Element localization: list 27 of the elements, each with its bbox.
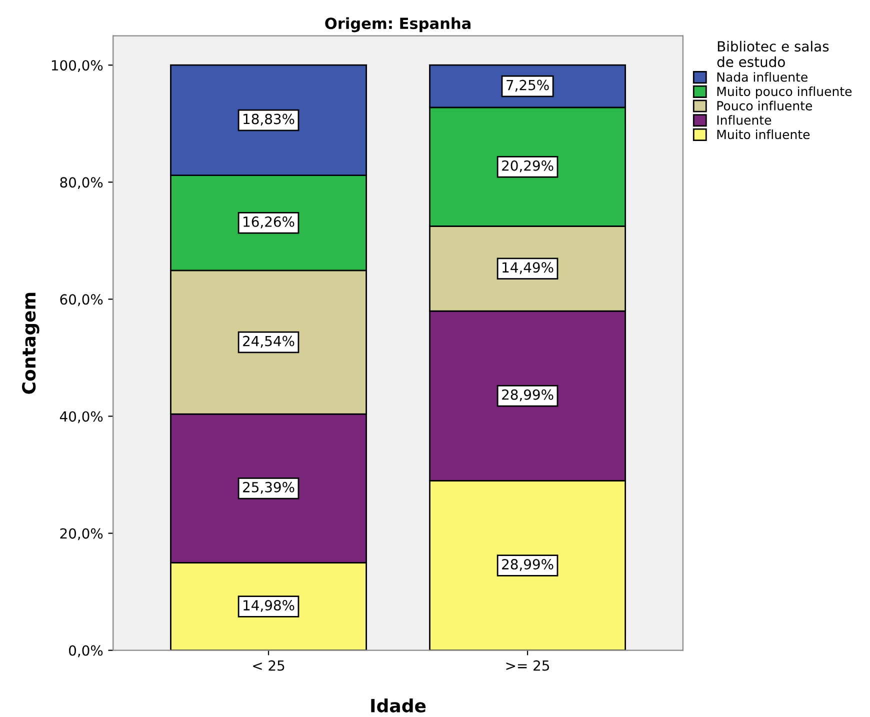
y-tick-label: 80,0%	[60, 177, 103, 190]
data-label: 7,25%	[506, 80, 549, 92]
y-tick-label: 100,0%	[52, 60, 103, 72]
x-tick-label: < 25	[253, 660, 284, 671]
data-label: 14,98%	[244, 600, 294, 612]
y-tick-label: 40,0%	[60, 411, 103, 424]
legend-label: Nada influente	[717, 72, 808, 82]
legend-title: Bibliotec e salas de estudo	[717, 40, 829, 68]
y-tick-label: 0,0%	[69, 645, 103, 658]
data-label: 14,49%	[502, 262, 554, 274]
data-label: 28,99%	[502, 559, 554, 571]
legend-label: Muito influente	[717, 129, 810, 140]
legend-label: Muito pouco influente	[717, 86, 852, 99]
data-label: 20,29%	[502, 160, 554, 172]
y-axis-title: Contagem	[22, 292, 40, 394]
data-label: 16,26%	[244, 216, 294, 228]
data-label: 28,99%	[502, 389, 554, 402]
y-tick-label: 20,0%	[60, 528, 103, 540]
y-tick-label: 60,0%	[60, 294, 103, 306]
chart-title: Origem: Espanha	[325, 17, 470, 32]
x-axis-title: Idade	[371, 698, 426, 712]
data-label: 25,39%	[243, 482, 294, 494]
data-label: 18,83%	[244, 114, 294, 126]
data-label: 24,54%	[243, 336, 294, 348]
legend-label: Pouco influente	[717, 100, 812, 110]
legend-label: Influente	[717, 115, 772, 125]
x-tick-label: >= 25	[506, 660, 550, 671]
